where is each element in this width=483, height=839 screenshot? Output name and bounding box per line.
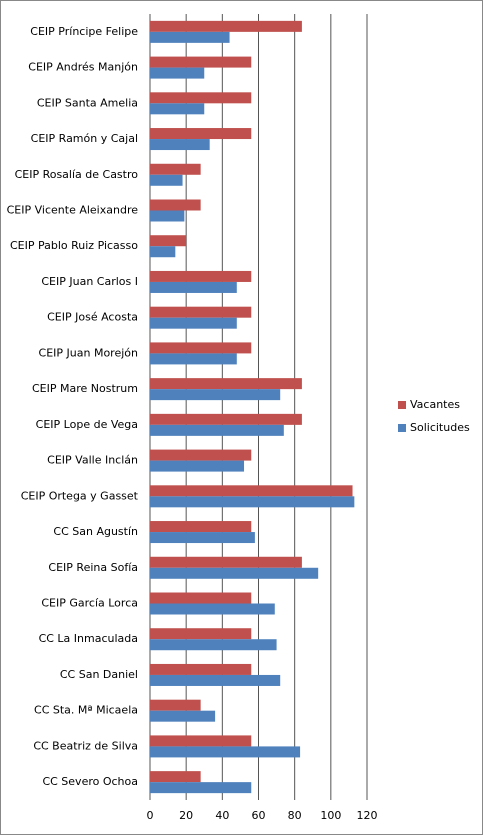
y-tick-label: CEIP Santa Amelia xyxy=(37,96,138,109)
y-tick-label: CEIP Valle Inclán xyxy=(47,454,138,467)
y-tick-label: CEIP Pablo Ruiz Picasso xyxy=(10,239,138,252)
y-tick-label: CC San Agustín xyxy=(53,525,138,538)
bar xyxy=(150,603,275,615)
bar xyxy=(150,378,302,390)
x-tick-label: 20 xyxy=(179,809,193,822)
bar xyxy=(150,699,201,711)
y-tick-label: CC Severo Ochoa xyxy=(42,775,138,788)
bar xyxy=(150,746,301,758)
bar xyxy=(150,389,281,401)
bar xyxy=(150,628,252,640)
bar xyxy=(150,210,185,222)
bar xyxy=(150,174,183,186)
x-tick-label: 120 xyxy=(357,809,378,822)
bar xyxy=(150,710,216,722)
bar xyxy=(150,556,302,568)
y-tick-label: CC Beatriz de Silva xyxy=(33,739,138,752)
bar xyxy=(150,342,252,354)
legend-swatch xyxy=(398,424,406,432)
bar xyxy=(150,235,187,247)
bar xyxy=(150,306,252,318)
y-tick-label: CEIP Ramón y Cajal xyxy=(31,132,138,145)
bar xyxy=(150,532,255,544)
legend-swatch xyxy=(398,401,406,409)
bar xyxy=(150,424,284,436)
x-tick-label: 0 xyxy=(147,809,154,822)
bar xyxy=(150,128,252,140)
bar xyxy=(150,163,201,175)
y-tick-label: CEIP Juan Carlos I xyxy=(41,275,138,288)
y-tick-label: CEIP Ortega y Gasset xyxy=(21,489,139,502)
y-tick-label: CEIP Vicente Aleixandre xyxy=(7,204,139,217)
bar xyxy=(150,674,281,686)
bar xyxy=(150,771,201,783)
bar xyxy=(150,449,252,461)
bar xyxy=(150,139,210,151)
y-tick-label: CEIP Príncipe Felipe xyxy=(30,25,138,38)
x-tick-label: 40 xyxy=(215,809,229,822)
bar xyxy=(150,735,252,747)
bar xyxy=(150,592,252,604)
y-tick-label: CEIP Rosalía de Castro xyxy=(15,168,139,181)
y-tick-label: CC Sta. Mª Micaela xyxy=(34,704,138,717)
y-tick-label: CEIP Reina Sofía xyxy=(48,561,138,574)
bar xyxy=(150,496,355,508)
bar xyxy=(150,246,176,258)
bar xyxy=(150,270,252,282)
bar xyxy=(150,317,237,329)
y-tick-label: CEIP Lope de Vega xyxy=(36,418,138,431)
bar xyxy=(150,31,230,43)
bar xyxy=(150,460,245,472)
bar xyxy=(150,199,201,211)
bar xyxy=(150,567,319,579)
bar xyxy=(150,663,252,675)
bar xyxy=(150,485,353,497)
bar xyxy=(150,20,302,32)
bar xyxy=(150,103,205,115)
y-tick-label: CEIP Mare Nostrum xyxy=(32,382,138,395)
y-tick-label: CC San Daniel xyxy=(60,668,138,681)
legend-label: Solicitudes xyxy=(410,421,470,434)
x-tick-label: 80 xyxy=(288,809,302,822)
legend-label: Vacantes xyxy=(410,398,460,411)
y-tick-label: CEIP Juan Morejón xyxy=(39,346,138,359)
bar xyxy=(150,56,252,68)
bar xyxy=(150,281,237,293)
bar xyxy=(150,521,252,533)
bar xyxy=(150,92,252,104)
bar xyxy=(150,639,277,651)
x-tick-label: 60 xyxy=(252,809,266,822)
y-tick-label: CEIP Andrés Manjón xyxy=(28,61,138,74)
bar xyxy=(150,67,205,79)
x-tick-label: 100 xyxy=(320,809,341,822)
bar xyxy=(150,782,252,794)
y-tick-label: CEIP García Lorca xyxy=(41,597,138,610)
bar xyxy=(150,413,302,425)
y-tick-label: CC La Inmaculada xyxy=(39,632,138,645)
bar xyxy=(150,353,237,365)
y-tick-label: CEIP José Acosta xyxy=(47,311,138,324)
